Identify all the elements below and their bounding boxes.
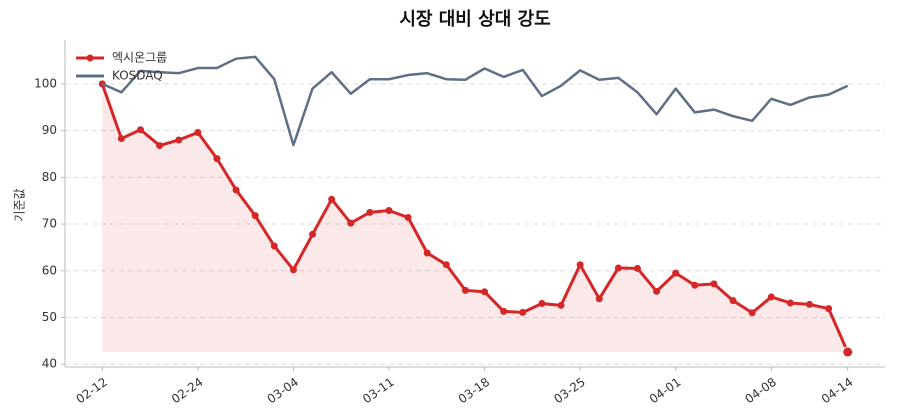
point [461, 286, 469, 294]
point [117, 135, 125, 143]
point [595, 295, 603, 303]
point [767, 293, 775, 301]
y-tick-label: 100 [34, 76, 57, 90]
point [653, 287, 661, 295]
x-tick-label: 03-25 [551, 375, 588, 406]
point [672, 269, 680, 277]
x-tick-label: 04-08 [742, 375, 779, 406]
point [385, 207, 393, 215]
area [102, 83, 848, 353]
legend-label: KOSDAQ [112, 69, 163, 83]
legend-marker [86, 54, 94, 62]
point [500, 307, 508, 315]
point [748, 309, 756, 317]
x-tick-label: 02-24 [169, 375, 206, 406]
legend-label: 엑시온그룹 [112, 51, 167, 65]
point [576, 261, 584, 269]
point [633, 264, 641, 272]
point [347, 219, 355, 227]
point [557, 301, 565, 309]
series-line [100, 83, 850, 353]
point [328, 195, 336, 203]
x-tick-label: 02-12 [73, 375, 110, 406]
x-tick-label: 03-18 [456, 375, 493, 406]
x-tick-label: 04-14 [819, 375, 856, 406]
y-tick-label: 80 [42, 170, 57, 184]
point [825, 305, 833, 313]
x-tick-label: 04-01 [647, 375, 684, 406]
point [423, 249, 431, 257]
point [270, 242, 278, 250]
point [251, 212, 259, 220]
point [614, 264, 622, 272]
point [710, 280, 718, 288]
point [519, 308, 527, 316]
x-tick-label: 03-04 [265, 375, 302, 406]
y-tick-label: 60 [42, 263, 57, 277]
chart-title: 시장 대비 상대 강도 [399, 9, 550, 30]
point [137, 126, 145, 134]
point [691, 281, 699, 289]
y-tick-label: 40 [42, 357, 57, 371]
series-line [101, 55, 849, 147]
point [404, 214, 412, 222]
point [156, 142, 164, 150]
point [309, 230, 317, 238]
y-tick-label: 70 [42, 217, 57, 231]
point [481, 288, 489, 296]
y-axis-label: 기준값 [13, 188, 27, 221]
y-tick-label: 90 [42, 123, 57, 137]
point [194, 128, 202, 136]
point [842, 346, 854, 358]
point [366, 208, 374, 216]
point [289, 266, 297, 274]
point [213, 155, 221, 163]
point [805, 300, 813, 308]
point [232, 186, 240, 194]
point [729, 297, 737, 305]
point [538, 299, 546, 307]
point [442, 261, 450, 269]
x-tick-label: 03-11 [360, 375, 397, 406]
point [175, 136, 183, 144]
point [786, 299, 794, 307]
y-tick-label: 50 [42, 310, 57, 324]
